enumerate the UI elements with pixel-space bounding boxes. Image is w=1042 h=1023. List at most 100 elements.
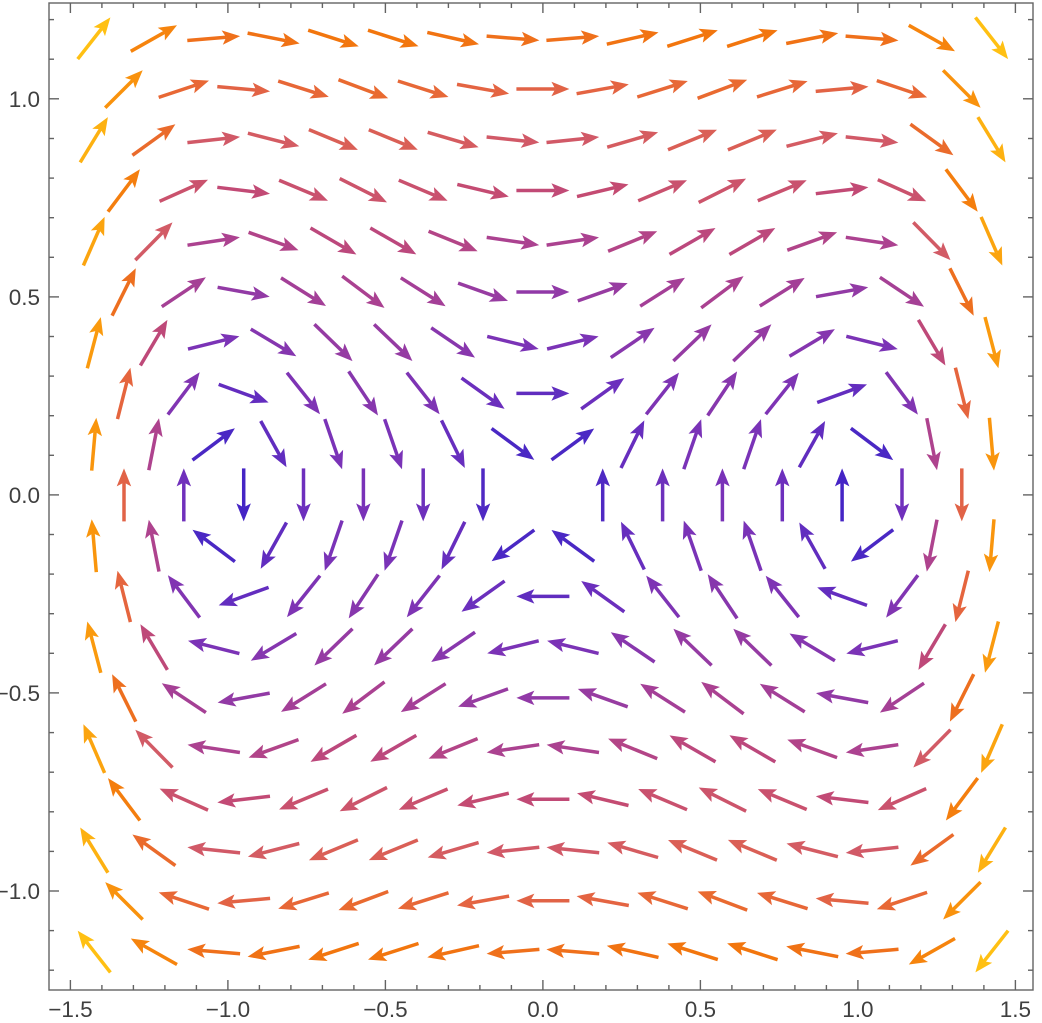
vector-arrow xyxy=(441,521,467,570)
axis-ticks xyxy=(49,3,1033,990)
vector-arrow xyxy=(217,184,270,199)
vector-arrow xyxy=(218,585,270,607)
vector-arrow xyxy=(849,426,894,461)
vector-arrow xyxy=(427,229,478,252)
vector-arrow xyxy=(397,891,450,911)
vector-arrow xyxy=(250,631,298,661)
x-tick-label: 0.0 xyxy=(527,997,558,1022)
vector-arrow xyxy=(786,942,839,959)
vector-arrow xyxy=(457,791,510,809)
vector-arrow xyxy=(879,681,925,713)
vector-arrow xyxy=(307,28,359,48)
vector-arrow xyxy=(788,329,835,358)
vector-arrow xyxy=(977,826,1007,873)
vector-arrow xyxy=(700,276,744,310)
y-tick-label: 0.0 xyxy=(9,483,40,508)
vector-arrow xyxy=(729,735,777,764)
vector-arrow xyxy=(516,81,570,97)
vector-arrow xyxy=(309,226,357,255)
vector-arrow xyxy=(187,333,240,351)
vector-arrow xyxy=(910,833,955,866)
vector-arrow xyxy=(576,892,630,908)
vector-arrow xyxy=(367,28,419,48)
vector-arrow xyxy=(406,574,441,618)
vector-arrow xyxy=(547,638,600,656)
vector-arrow xyxy=(606,130,659,149)
vector-arrow xyxy=(949,673,976,722)
vector-arrow xyxy=(217,793,271,808)
vector-arrow xyxy=(845,742,899,757)
vector-arrow xyxy=(925,417,941,471)
vector-arrow xyxy=(278,891,330,911)
vector-arrow xyxy=(187,232,240,248)
vector-arrow xyxy=(815,892,869,908)
vector-arrow xyxy=(160,277,206,309)
vector-arrow xyxy=(116,468,132,522)
vector-arrow xyxy=(369,226,417,255)
vector-arrow xyxy=(815,283,869,299)
vector-arrow xyxy=(427,840,480,860)
vector-arrow xyxy=(577,688,629,709)
vector-arrow xyxy=(595,468,610,522)
vector-arrow xyxy=(786,130,838,148)
vector-arrow xyxy=(486,742,540,757)
vector-arrow xyxy=(546,131,600,147)
vector-arrow xyxy=(86,519,101,573)
vector-arrow xyxy=(576,181,629,199)
vector-arrow xyxy=(878,275,924,307)
vector-arrow xyxy=(607,840,659,860)
x-tick-label: −1.0 xyxy=(206,997,250,1022)
vector-arrow xyxy=(608,738,658,761)
vector-arrow xyxy=(236,468,251,522)
vector-arrow xyxy=(644,372,679,416)
vector-arrow xyxy=(682,520,703,572)
vector-arrow xyxy=(129,25,177,53)
vector-arrow xyxy=(983,519,999,573)
vector-arrow xyxy=(397,79,449,99)
vector-arrow xyxy=(908,936,956,965)
vector-arrow xyxy=(715,468,730,522)
vector-arrow xyxy=(697,891,748,912)
vector-arrow xyxy=(80,827,110,874)
vector-arrow xyxy=(909,122,954,156)
vector-arrow xyxy=(430,326,475,358)
vector-arrow xyxy=(954,468,970,522)
vector-arrow xyxy=(278,178,328,201)
vector-arrow xyxy=(732,324,772,363)
vector-arrow xyxy=(785,29,839,46)
vector-arrow xyxy=(87,417,102,471)
vector-arrow xyxy=(884,371,918,415)
vector-arrow xyxy=(374,627,414,666)
vector-arrow xyxy=(516,589,570,604)
vector-arrow xyxy=(907,23,955,52)
vector-arrow xyxy=(456,182,509,200)
vector-arrow xyxy=(287,574,322,618)
vector-arrow xyxy=(815,182,869,197)
vector-arrow xyxy=(76,17,111,61)
vector-arrow xyxy=(187,842,241,857)
vector-arrow xyxy=(247,31,300,48)
vector-arrow xyxy=(943,880,982,920)
vector-arrow xyxy=(192,529,236,563)
vector-arrow xyxy=(427,943,480,961)
vector-arrow xyxy=(490,427,535,460)
vector-arrow xyxy=(372,323,413,361)
vector-arrow xyxy=(580,378,625,411)
x-tick-label: 1.0 xyxy=(842,997,873,1022)
vector-arrow xyxy=(953,367,971,420)
vector-arrow xyxy=(727,942,779,962)
vector-arrow xyxy=(106,169,140,213)
vector-arrow xyxy=(368,838,419,861)
vector-arrow xyxy=(281,682,327,712)
vector-arrow xyxy=(845,843,899,859)
vector-arrow xyxy=(637,180,687,203)
vector-arrow xyxy=(398,787,449,810)
vector-arrow xyxy=(682,419,703,470)
vector-arrow xyxy=(457,281,508,302)
vector-arrow xyxy=(786,231,838,252)
vector-arrow xyxy=(551,530,596,563)
vector-arrow xyxy=(576,80,629,96)
